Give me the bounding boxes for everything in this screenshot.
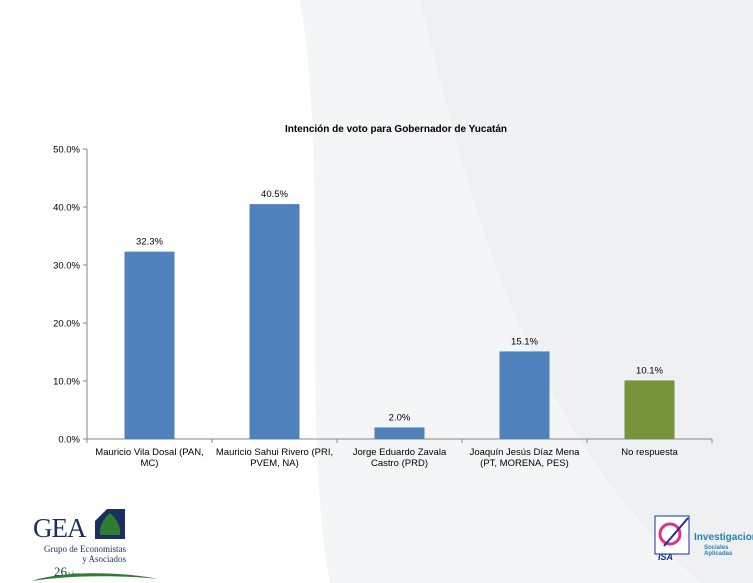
bar — [374, 427, 425, 439]
y-tick-label: 20.0% — [53, 319, 80, 330]
data-label: 2.0% — [389, 412, 411, 423]
gea-logo: GEA Grupo de Economistas y Asociados 26A… — [30, 507, 160, 583]
chart-title: Intención de voto para Gobernador de Yuc… — [285, 124, 507, 135]
data-label: 15.1% — [511, 336, 538, 347]
bar — [624, 380, 675, 439]
gea-subtitle-2: y Asociados — [82, 554, 126, 564]
x-tick-label: (PT, MORENA, PES) — [480, 458, 569, 469]
isa-name: Investigacion — [694, 532, 753, 543]
isa-emblem-icon: ISA — [654, 515, 690, 562]
isa-mark: ISA — [658, 552, 673, 562]
x-tick-label: No respuesta — [621, 447, 678, 458]
y-tick-label: 40.0% — [53, 203, 80, 214]
x-tick-label: Castro (PRD) — [371, 458, 428, 469]
data-label: 40.5% — [261, 189, 288, 200]
x-tick-label: Joaquín Jesús Díaz Mena — [470, 447, 581, 458]
y-tick-label: 50.0% — [53, 145, 80, 156]
x-tick-label: MC) — [141, 458, 159, 469]
gea-subtitle-1: Grupo de Economistas — [44, 544, 126, 554]
x-tick-label: Mauricio Vila Dosal (PAN, — [95, 447, 203, 458]
x-tick-label: Mauricio Sahui Rivero (PRI, — [216, 447, 333, 458]
isa-subtitle: Sociales Aplicadas — [704, 545, 733, 557]
y-tick-label: 30.0% — [53, 261, 80, 272]
bar — [249, 204, 300, 439]
bar — [499, 351, 550, 439]
x-tick-label: Jorge Eduardo Zavala — [353, 447, 447, 458]
y-tick-label: 10.0% — [53, 377, 80, 388]
data-label: 10.1% — [636, 365, 663, 376]
isa-logo: ISA Investigacion Sociales Aplicadas — [652, 512, 753, 562]
gea-emblem-icon — [95, 509, 125, 539]
gea-logo-name: GEA — [33, 513, 86, 543]
gea-logo-subtitle: Grupo de Economistas y Asociados — [42, 544, 126, 564]
y-tick-label: 0.0% — [58, 435, 80, 446]
data-label: 32.3% — [136, 237, 163, 248]
x-tick-label: PVEM, NA) — [250, 458, 299, 469]
bar — [124, 251, 175, 439]
gea-swoosh-icon — [32, 573, 158, 581]
